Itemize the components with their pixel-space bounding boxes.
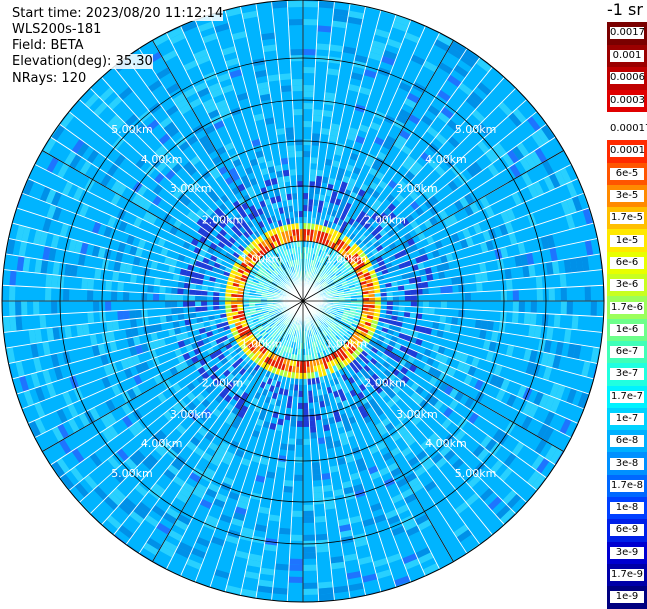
colorbar-level-label: 1e-9 [610, 591, 644, 604]
colorbar-level-levels-6: 6e-6 [607, 251, 647, 275]
range-label: 4.00km [425, 153, 467, 166]
colorbar-level-top_levels-3: 0.0003 [607, 89, 647, 112]
colorbar-level-label: 0.00017 [610, 123, 647, 136]
colorbar-level-levels-16: 1.7e-8 [607, 474, 647, 498]
colorbar-level-label: 6e-5 [610, 167, 644, 180]
colorbar-level-levels-17: 1e-8 [607, 497, 647, 520]
colorbar-level-label: 1.7e-8 [610, 479, 644, 492]
range-label: 3.00km [170, 408, 212, 421]
azimuth-spokes [2, 0, 604, 602]
colorbar-level-levels-7: 3e-6 [607, 274, 647, 297]
range-label: 2.00km [364, 376, 406, 389]
range-label: 3.00km [396, 408, 438, 421]
colorbar-level-label: 1.7e-7 [610, 390, 644, 403]
colorbar-unit-title: -1 sr [607, 0, 643, 19]
colorbar-level-label: 1e-8 [610, 502, 644, 515]
colorbar-level-top_levels-1: 0.001 [607, 44, 647, 67]
colorbar-level-label: 1e-6 [610, 323, 644, 336]
start-time-text: Start time: 2023/08/20 11:12:14 [12, 6, 224, 21]
colorbar-level-levels-8: 1.7e-6 [607, 296, 647, 319]
instrument-text: WLS200s-181 [12, 22, 102, 37]
colorbar-level-levels-20: 1.7e-9 [607, 563, 647, 587]
range-label: 2.00km [364, 214, 406, 227]
range-label: 2.00km [202, 376, 244, 389]
range-label: 5.00km [111, 467, 153, 480]
colorbar-level-label: 1.7e-5 [610, 212, 644, 225]
colorbar-level-levels-21: 1e-9 [607, 586, 647, 609]
range-label: 5.00km [455, 123, 497, 136]
colorbar-level-label: 0.0006 [610, 72, 645, 85]
colorbar-level-levels-19: 3e-9 [607, 541, 647, 564]
range-labels: 2.00km 3.00km 4.00km 5.00km 1.00km 2.00km 3.00… [111, 123, 496, 480]
colorbar-level-levels-4: 1.7e-5 [607, 207, 647, 230]
colorbar-level-levels-9: 1e-6 [607, 318, 647, 341]
colorbar-level-label: 0.0001 [610, 145, 645, 158]
colorbar-level-label: 1e-5 [610, 234, 644, 247]
colorbar-level-label: 3e-5 [610, 190, 644, 203]
colorbar-level-levels-0: 0.00017 [607, 118, 647, 141]
range-label: 2.00km [202, 214, 244, 227]
range-label: 3.00km [170, 182, 212, 195]
colorbar-level-label: 6e-7 [610, 346, 644, 359]
colorbar-level-levels-11: 3e-7 [607, 363, 647, 386]
colorbar-level-label: 0.0017 [610, 27, 645, 40]
colorbar-level-top_levels-0: 0.0017 [607, 22, 647, 45]
colorbar-level-levels-13: 1e-7 [607, 407, 647, 431]
colorbar-level-label: 3e-8 [610, 457, 644, 470]
colorbar-level-label: 6e-6 [610, 256, 644, 269]
range-label-inner: 1.00km [325, 253, 367, 266]
colorbar-level-levels-15: 3e-8 [607, 452, 647, 475]
range-label: 4.00km [425, 437, 467, 450]
colorbar-level-levels-1: 0.0001 [607, 140, 647, 163]
colorbar-level-levels-18: 6e-9 [607, 519, 647, 542]
range-label: 4.00km [141, 437, 183, 450]
range-label: 5.00km [111, 123, 153, 136]
range-label-inner: 1.00km [241, 253, 283, 266]
range-label: 5.00km [455, 467, 497, 480]
colorbar-level-levels-2: 6e-5 [607, 162, 647, 185]
scan-field [2, 0, 604, 602]
colorbar-level-levels-12: 1.7e-7 [607, 385, 647, 408]
colorbar-level-label: 3e-6 [610, 279, 644, 292]
colorbar-level-levels-10: 6e-7 [607, 340, 647, 364]
colorbar-level-label: 0.001 [610, 49, 644, 62]
colorbar: 0.0017 0.001 0.0006 0.0003 0.00017 0.0001 6e-5… [607, 22, 647, 609]
range-label: 3.00km [396, 182, 438, 195]
colorbar-level-label: 1.7e-6 [610, 301, 644, 314]
colorbar-level-label: 6e-8 [610, 435, 644, 448]
colorbar-level-label: 1e-7 [610, 413, 644, 425]
colorbar-level-top_levels-2: 0.0006 [607, 67, 647, 90]
colorbar-level-levels-5: 1e-5 [607, 229, 647, 252]
colorbar-level-label: 3e-9 [610, 546, 644, 559]
colorbar-level-label: 1.7e-9 [610, 569, 644, 582]
range-label-inner: 1.00km [241, 337, 283, 350]
elevation-text: Elevation(deg): 35.30 [12, 54, 153, 69]
colorbar-level-levels-14: 6e-8 [607, 430, 647, 453]
colorbar-level-label: 6e-9 [610, 524, 644, 537]
nrays-text: NRays: 120 [12, 71, 87, 86]
range-label: 4.00km [141, 153, 183, 166]
range-label-inner: 1.00km [325, 337, 367, 350]
colorbar-level-label: 3e-7 [610, 368, 644, 381]
colorbar-level-label: 0.0003 [610, 94, 645, 107]
colorbar-level-levels-3: 3e-5 [607, 184, 647, 208]
field-text: Field: BETA [12, 38, 84, 53]
